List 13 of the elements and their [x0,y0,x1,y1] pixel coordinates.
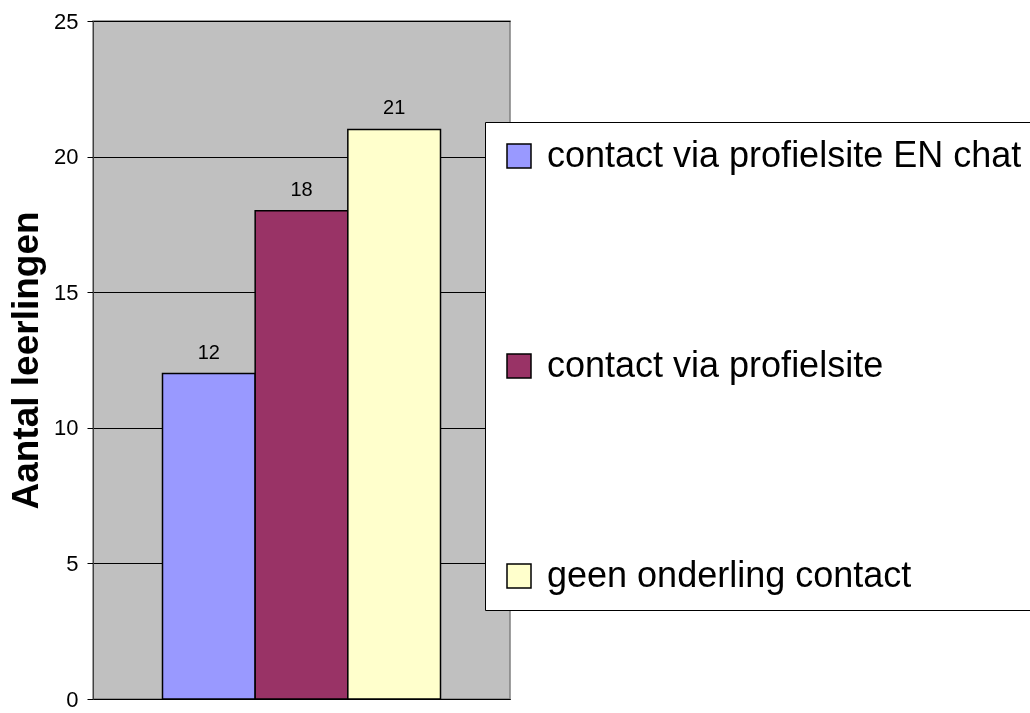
y-axis-title: Aantal leerlingen [5,211,47,510]
y-tick-label: 20 [54,144,79,170]
y-tick-label: 5 [66,550,79,576]
data-label: 12 [197,340,220,363]
y-tick-label: 25 [54,8,79,34]
y-tick-label: 0 [66,686,79,712]
y-tick-label: 15 [54,279,79,305]
legend-label: contact via profielsite EN chat [547,134,1022,175]
legend-label: geen onderling contact [547,554,912,595]
data-label: 18 [290,177,313,200]
data-label: 21 [383,96,406,119]
y-tick-label: 10 [54,415,79,441]
legend-label: contact via profielsite [547,344,884,385]
